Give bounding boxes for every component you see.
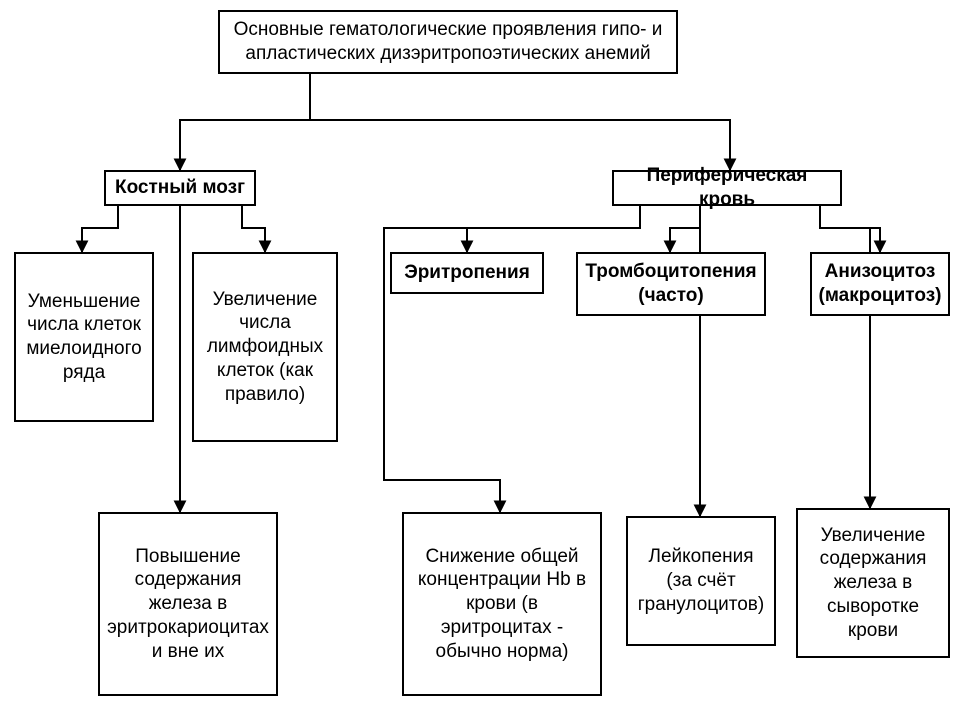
node-bm: Костный мозг xyxy=(104,170,256,206)
node-pb_b: Тромбоцитопения (часто) xyxy=(576,252,766,316)
node-pb_c: Анизоцитоз (макроцитоз) xyxy=(810,252,950,316)
node-pb: Периферическая кровь xyxy=(612,170,842,206)
node-pb_e: Лейкопения (за счёт гранулоцитов) xyxy=(626,516,776,646)
node-bm_l: Уменьшение числа клеток миелоидного ряда xyxy=(14,252,154,422)
edge-1 xyxy=(310,74,730,170)
node-root: Основные гематологические проявления гип… xyxy=(218,10,678,74)
edge-3 xyxy=(242,206,265,252)
node-pb_d: Снижение общей концентрации Hb в крови (… xyxy=(402,512,602,696)
node-pb_f: Увеличение содержания железа в сыворотке… xyxy=(796,508,950,658)
edge-6 xyxy=(670,206,700,252)
node-bm_c: Повышение содержания железа в эритрокари… xyxy=(98,512,278,696)
edge-2 xyxy=(82,206,118,252)
edge-5 xyxy=(467,206,640,252)
edge-0 xyxy=(180,74,310,170)
node-bm_r: Увеличение числа лимфоидных клеток (как … xyxy=(192,252,338,442)
node-pb_a: Эритропения xyxy=(390,252,544,294)
edge-7 xyxy=(820,206,880,252)
